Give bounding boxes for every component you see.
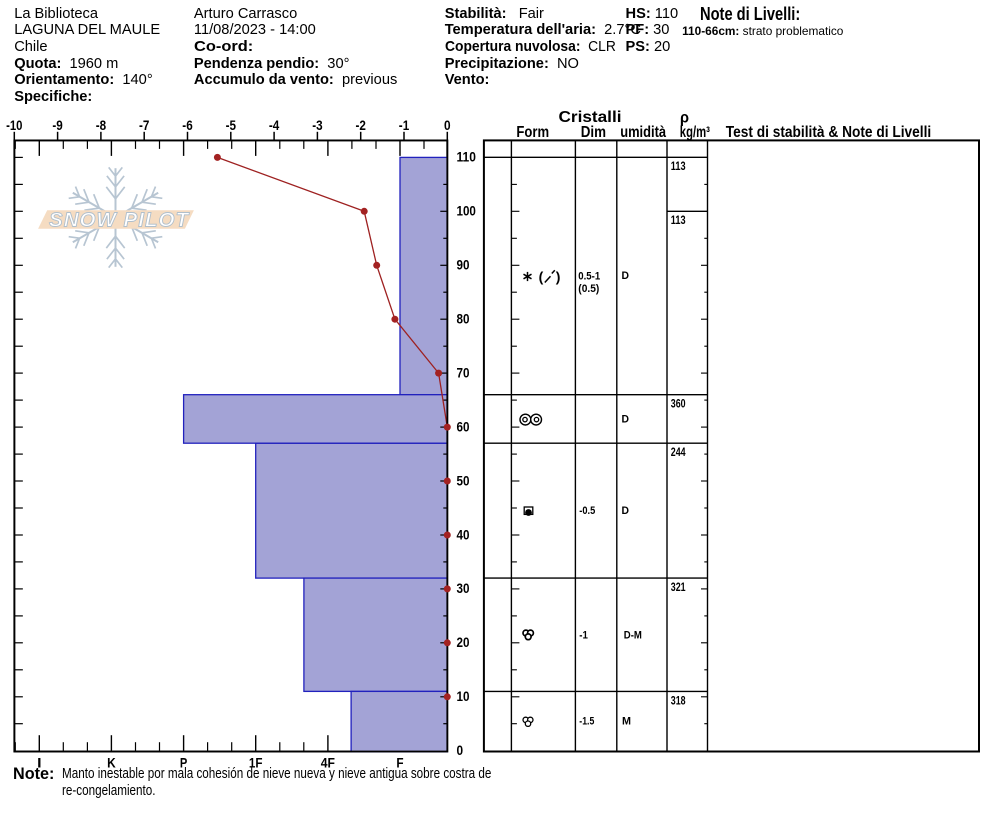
svg-text:-7: -7: [139, 117, 150, 133]
svg-text:0.5-1: 0.5-1: [578, 270, 600, 282]
svg-text:-1.5: -1.5: [579, 716, 594, 728]
svg-text:321: 321: [671, 581, 686, 594]
svg-text:kg/m³: kg/m³: [680, 124, 710, 141]
svg-text:ρ: ρ: [680, 110, 689, 127]
svg-text:60: 60: [457, 418, 470, 434]
svg-text:-6: -6: [182, 117, 193, 133]
svg-text:1F: 1F: [249, 755, 263, 771]
svg-text:-0.5: -0.5: [579, 505, 595, 517]
svg-text:-3: -3: [312, 117, 323, 133]
svg-text:4F: 4F: [321, 755, 336, 771]
svg-text:K: K: [107, 755, 116, 771]
svg-text:70: 70: [457, 364, 470, 380]
svg-text:): ): [556, 269, 561, 285]
svg-text:-4: -4: [269, 117, 280, 133]
svg-text:30: 30: [457, 580, 470, 596]
svg-text:-10: -10: [6, 117, 23, 133]
svg-text:Test di stabilità & Note di Li: Test di stabilità & Note di Livelli: [726, 124, 932, 141]
svg-text:10: 10: [457, 688, 470, 704]
svg-text:Cristalli: Cristalli: [559, 109, 622, 126]
svg-text:-1: -1: [579, 629, 588, 641]
svg-text:100: 100: [457, 203, 477, 219]
svg-text:-8: -8: [96, 117, 107, 133]
svg-text:50: 50: [457, 472, 470, 488]
svg-text:113: 113: [671, 214, 686, 227]
svg-text:-2: -2: [356, 117, 367, 133]
svg-text:113: 113: [671, 160, 686, 173]
svg-text:SNOW PILOT: SNOW PILOT: [49, 209, 189, 232]
svg-text:D-M: D-M: [624, 629, 642, 641]
svg-text:-1: -1: [399, 117, 410, 133]
svg-text:(: (: [539, 269, 544, 285]
svg-text:P: P: [180, 755, 187, 771]
svg-text:Form: Form: [516, 124, 549, 141]
svg-text:360: 360: [671, 398, 686, 411]
svg-text:umidità: umidità: [620, 124, 666, 141]
svg-text:-9: -9: [52, 117, 63, 133]
svg-text:90: 90: [457, 257, 470, 273]
svg-text:D: D: [622, 505, 630, 517]
svg-text:M: M: [622, 716, 631, 728]
svg-text:I: I: [37, 755, 41, 771]
svg-text:20: 20: [457, 634, 470, 650]
svg-text:110: 110: [457, 149, 477, 165]
svg-text:40: 40: [457, 526, 470, 542]
svg-text:(0.5): (0.5): [578, 283, 599, 295]
svg-text:244: 244: [671, 446, 686, 459]
svg-text:318: 318: [671, 694, 686, 707]
svg-text:0: 0: [457, 742, 464, 758]
svg-text:Dim: Dim: [581, 124, 606, 141]
svg-text:D: D: [622, 270, 630, 282]
svg-text:D: D: [622, 413, 630, 425]
svg-text:-5: -5: [226, 117, 237, 133]
svg-text:F: F: [396, 755, 404, 771]
svg-text:80: 80: [457, 311, 470, 327]
svg-text:0: 0: [444, 117, 451, 133]
